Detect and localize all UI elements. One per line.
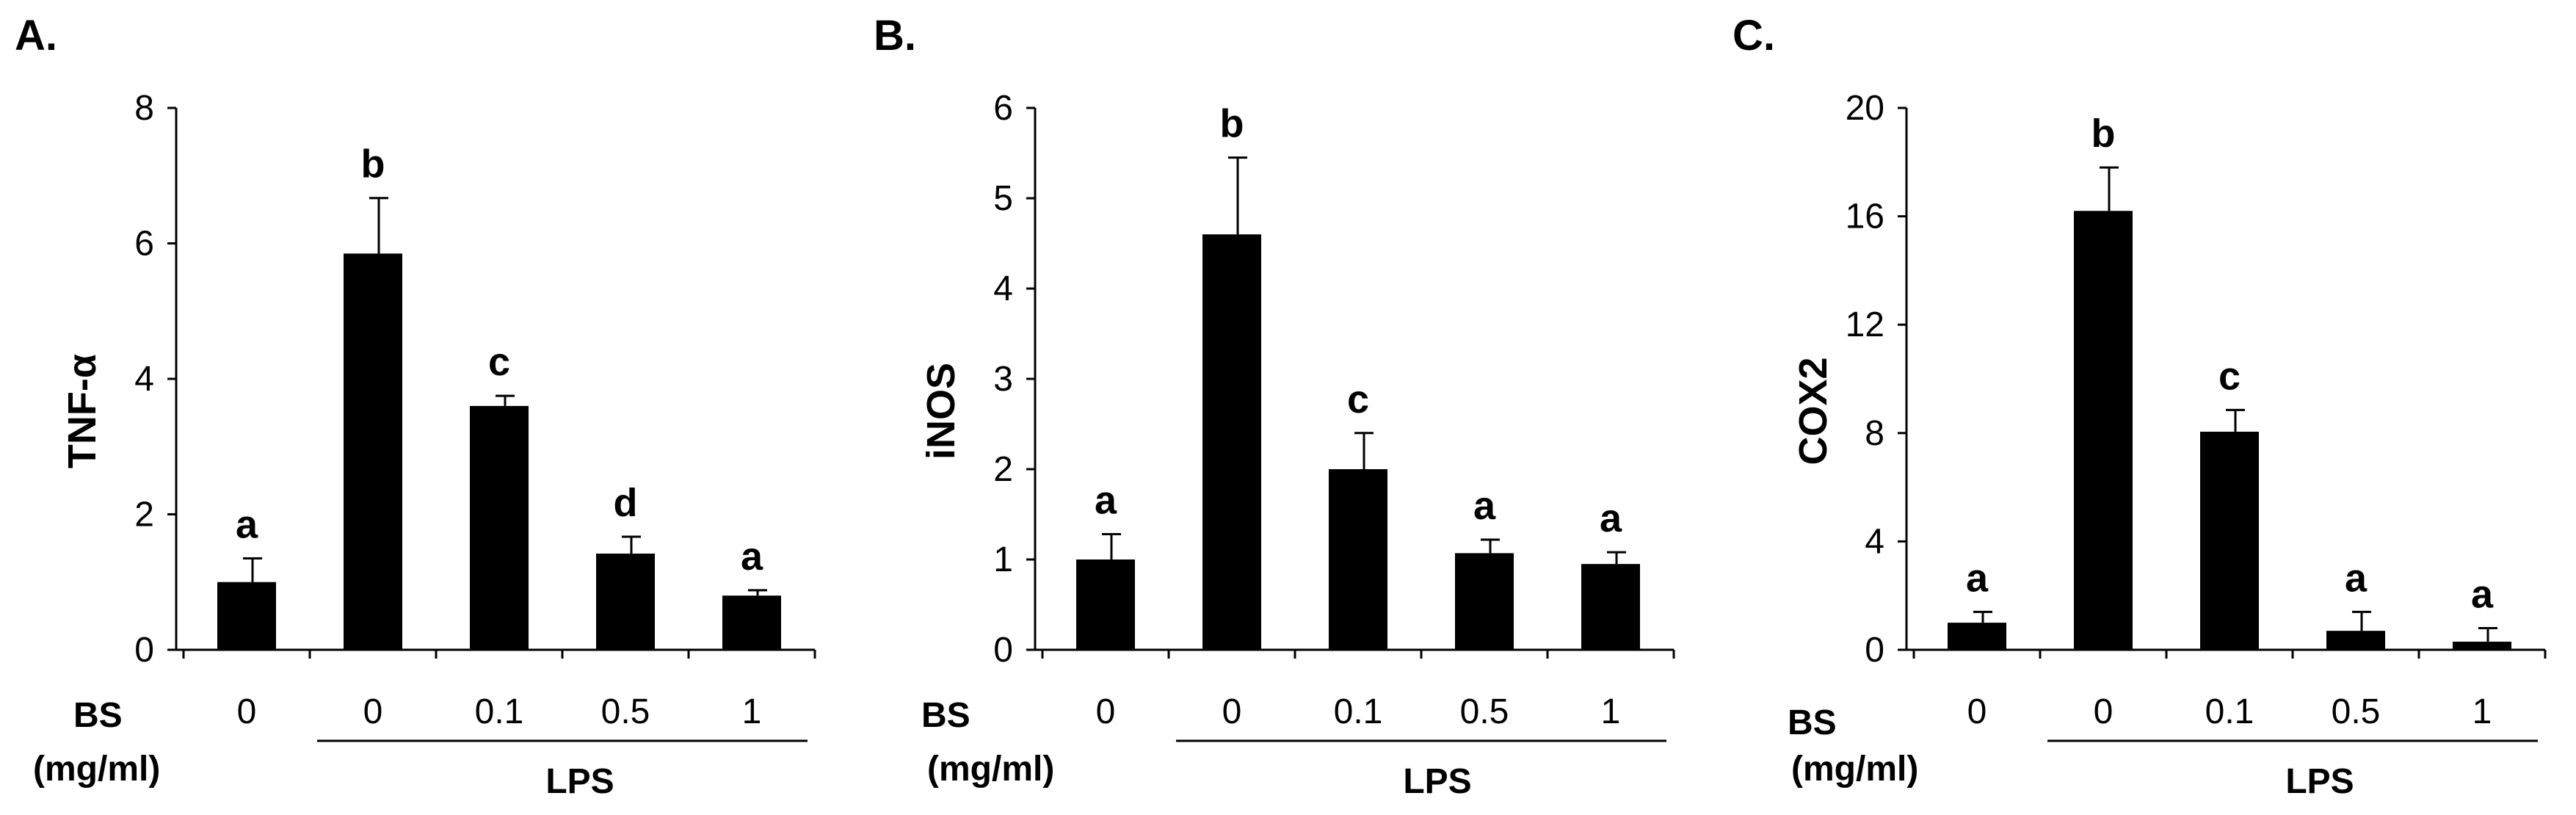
x-tick-label: 1: [742, 692, 762, 731]
y-tick-label: 2: [134, 496, 154, 535]
significance-label: b: [1220, 102, 1244, 146]
bar: [1581, 564, 1640, 650]
panel-letter: C.: [1733, 12, 1775, 59]
y-tick-label: 20: [1846, 89, 1884, 128]
bar: [2453, 641, 2511, 650]
bar: [596, 554, 655, 650]
bar: [1076, 559, 1135, 650]
significance-label: a: [1473, 484, 1496, 528]
y-tick-label: 8: [134, 89, 154, 128]
y-tick-label: 6: [134, 225, 154, 264]
bs-unit-label: (mg/ml): [33, 750, 160, 789]
x-tick-label: 0.5: [1460, 692, 1509, 731]
bs-label: BS: [73, 696, 123, 735]
significance-label: a: [236, 502, 258, 546]
x-tick-label: 0.5: [601, 692, 650, 731]
lps-label: LPS: [545, 762, 614, 801]
y-tick-label: 0: [1865, 631, 1884, 670]
bar: [722, 595, 781, 650]
x-tick-label: 0.1: [475, 692, 524, 731]
y-tick-label: 3: [993, 360, 1013, 399]
y-tick-label: 4: [134, 360, 154, 399]
y-tick-label: 5: [993, 179, 1013, 218]
lps-label: LPS: [1403, 762, 1471, 801]
x-tick-label: 0.5: [2332, 692, 2381, 731]
y-axis-label: iNOS: [919, 363, 963, 460]
panel-b: B. iNOS BS (mg/ml) LPS 0 1 2 3 4 5 6 a 0 b 0 c 0.1 a 0…: [874, 12, 1675, 801]
y-tick-label: 12: [1846, 305, 1884, 344]
panel-letter: A.: [15, 12, 57, 59]
bs-label: BS: [1788, 703, 1837, 742]
y-tick-label: 0: [993, 631, 1013, 670]
x-tick-label: 0: [1967, 692, 1987, 731]
y-tick-label: 4: [1865, 522, 1884, 561]
y-tick-label: 1: [993, 540, 1013, 579]
significance-label: b: [2091, 112, 2116, 156]
y-tick-label: 0: [134, 631, 154, 670]
significance-label: c: [2218, 354, 2241, 398]
significance-label: b: [361, 142, 385, 186]
x-tick-label: 0: [1222, 692, 1242, 731]
significance-label: d: [614, 481, 638, 525]
significance-label: a: [2345, 556, 2368, 600]
bs-label: BS: [921, 696, 970, 735]
bar: [2200, 431, 2259, 650]
significance-label: a: [1600, 496, 1622, 540]
y-tick-label: 4: [993, 269, 1013, 308]
x-tick-label: 0.1: [1334, 692, 1383, 731]
bar: [1948, 623, 2006, 650]
x-tick-label: 0: [1096, 692, 1116, 731]
bar: [217, 582, 276, 650]
significance-label: c: [488, 340, 510, 384]
x-tick-label: 1: [1601, 692, 1621, 731]
significance-label: a: [2471, 572, 2494, 616]
y-axis-label: TNF-α: [60, 354, 104, 468]
significance-label: a: [1966, 556, 1989, 600]
y-axis-label: COX2: [1791, 357, 1835, 465]
x-tick-label: 0: [237, 692, 257, 731]
y-tick-label: 6: [993, 89, 1013, 128]
panel-c: C. COX2 BS (mg/ml) LPS 0 4 8 12 16 20 a 0 b 0 c 0.1…: [1733, 12, 2547, 801]
bar: [2326, 631, 2385, 650]
panel-a: A. TNF-α BS (mg/ml) LPS 0 2 4 6 8 a 0 b 0 c 0.1 d 0.…: [15, 12, 816, 801]
significance-label: a: [1095, 479, 1117, 523]
bar: [1202, 234, 1261, 650]
y-tick-label: 2: [993, 450, 1013, 489]
lps-label: LPS: [2285, 762, 2354, 801]
bar: [1329, 469, 1387, 650]
bar: [344, 253, 402, 650]
significance-label: a: [741, 535, 763, 579]
bs-unit-label: (mg/ml): [927, 750, 1054, 789]
x-tick-label: 0: [363, 692, 383, 731]
bar: [2074, 211, 2133, 651]
panel-letter: B.: [874, 12, 916, 59]
x-tick-label: 0.1: [2205, 692, 2254, 731]
y-tick-label: 8: [1865, 414, 1884, 453]
x-tick-label: 1: [2472, 692, 2492, 731]
bs-unit-label: (mg/ml): [1791, 750, 1918, 789]
bar: [1455, 553, 1514, 650]
x-tick-label: 0: [2094, 692, 2114, 731]
y-tick-label: 16: [1846, 198, 1884, 236]
significance-label: c: [1347, 377, 1369, 421]
bar: [470, 405, 529, 650]
